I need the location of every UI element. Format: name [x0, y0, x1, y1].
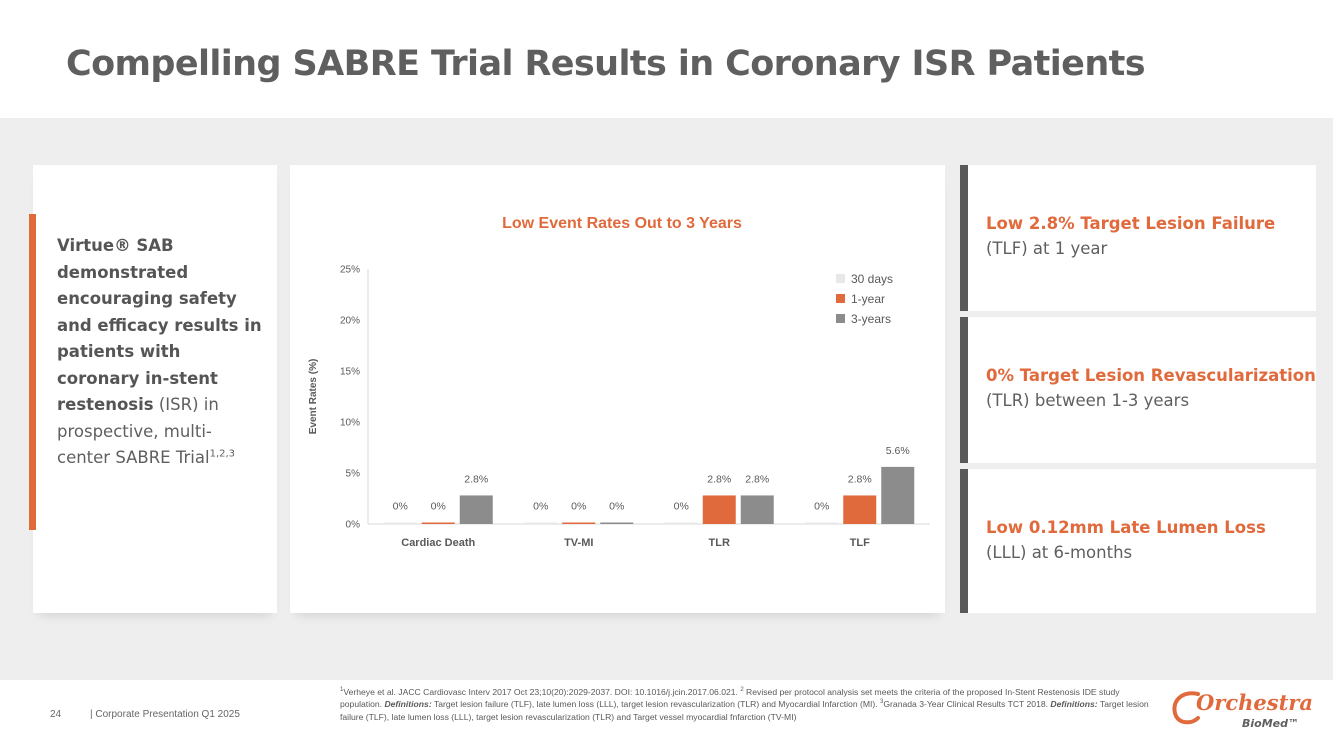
- y-tick-label: 20%: [340, 316, 360, 327]
- metric-headline: Low 0.12mm Late Lumen Loss: [986, 518, 1266, 537]
- bar-30-days: [383, 522, 417, 524]
- event-rates-chart: Low Event Rates Out to 3 Years Event Rate…: [308, 215, 930, 549]
- bar-3-years: [740, 495, 774, 524]
- metric-card-tlf: Low 2.8% Target Lesion Failure (TLF) at …: [960, 165, 1316, 311]
- footnote-sup: 1: [340, 687, 344, 694]
- x-tick-label: TLR: [709, 537, 730, 549]
- data-label: 0%: [814, 501, 829, 513]
- bar-1-year: [421, 522, 455, 524]
- data-label: 2.8%: [464, 473, 488, 485]
- left-summary-text: Virtue® SAB demonstrated encouraging saf…: [57, 233, 262, 472]
- metric-headline: 0% Target Lesion Revascularization: [986, 366, 1316, 385]
- bar-1-year: [562, 522, 596, 524]
- bar-3-years: [881, 466, 915, 524]
- logo-swoosh-icon: [1172, 691, 1200, 725]
- y-tick-label: 10%: [340, 418, 360, 429]
- bar-30-days: [805, 522, 839, 524]
- y-tick-label: 0%: [346, 520, 361, 531]
- data-label: 0%: [571, 501, 586, 513]
- data-label: 0%: [431, 501, 446, 513]
- data-label: 2.8%: [707, 473, 731, 485]
- metric-subtext: (LLL) at 6-months: [986, 543, 1133, 562]
- footnote-definitions-label: Definitions:: [384, 699, 432, 710]
- left-summary-card: [33, 165, 277, 613]
- bar-1-year: [702, 495, 736, 524]
- bar-1-year: [843, 495, 877, 524]
- x-tick-label: TV-MI: [564, 537, 593, 549]
- bar-30-days: [664, 522, 698, 524]
- chart-card: [290, 165, 945, 613]
- data-label: 2.8%: [848, 473, 872, 485]
- footnote-text: Revised per protocol analysis set meets …: [340, 687, 1120, 710]
- y-tick-label: 15%: [340, 367, 360, 378]
- footnote-text: Verheye et al. JACC Cardiovasc Interv 20…: [343, 687, 741, 697]
- chart-title: Low Event Rates Out to 3 Years: [502, 215, 742, 232]
- y-tick-label: 5%: [346, 469, 361, 480]
- left-accent-bar: [29, 214, 36, 530]
- legend-swatch: [836, 314, 845, 323]
- footnote-sup: 3: [880, 699, 884, 706]
- footer: [0, 680, 1333, 750]
- presentation-label: | Corporate Presentation Q1 2025: [90, 709, 240, 720]
- x-tick-label: Cardiac Death: [401, 537, 475, 549]
- footnote: 1Verheye et al. JACC Cardiovasc Interv 2…: [340, 686, 1150, 723]
- metric-subtext: (TLR) between 1-3 years: [986, 391, 1190, 410]
- x-tick-label: TLF: [850, 537, 870, 549]
- left-summary-regular: (ISR) in prospective, multi-center SABRE…: [57, 395, 219, 467]
- logo-subtitle: BioMed™: [1242, 717, 1299, 730]
- title-bar: Compelling SABRE Trial Results in Corona…: [0, 0, 1333, 118]
- data-label: 2.8%: [745, 473, 769, 485]
- legend-label: 3-years: [851, 312, 891, 326]
- footnote-sup: 2: [740, 687, 744, 694]
- slide-title: Compelling SABRE Trial Results in Corona…: [66, 44, 1146, 84]
- bar-30-days: [524, 522, 558, 524]
- metric-card-tlr: 0% Target Lesion Revascularization (TLR)…: [960, 317, 1316, 463]
- data-label: 0%: [609, 501, 624, 513]
- metric-card-lll: Low 0.12mm Late Lumen Loss (LLL) at 6-mo…: [960, 469, 1316, 613]
- y-tick-label: 25%: [340, 265, 360, 276]
- metric-headline: Low 2.8% Target Lesion Failure: [986, 214, 1276, 233]
- footnote-text: Target lesion failure (TLF), late lumen …: [340, 699, 1149, 722]
- data-label: 0%: [393, 501, 408, 513]
- left-summary-bold: Virtue® SAB demonstrated encouraging saf…: [57, 236, 262, 414]
- y-axis-label: Event Rates (%): [308, 359, 319, 435]
- metric-subtext: (TLF) at 1 year: [986, 239, 1108, 258]
- left-summary-superscript: 1,2,3: [209, 448, 236, 460]
- data-label: 5.6%: [886, 445, 910, 457]
- legend-label: 1-year: [851, 292, 885, 306]
- footnote-text: Granada 3-Year Clinical Results TCT 2018…: [883, 699, 1051, 710]
- page-number: 24: [50, 709, 62, 720]
- bar-3-years: [459, 495, 493, 524]
- data-label: 0%: [674, 501, 689, 513]
- footnote-text: Target lesion failure (TLF), late lumen …: [431, 699, 881, 710]
- data-label: 0%: [533, 501, 548, 513]
- legend-swatch: [836, 274, 845, 283]
- legend-swatch: [836, 294, 845, 303]
- orchestra-biomed-logo: Orchestra BioMed™: [1168, 688, 1313, 736]
- logo-wordmark: Orchestra: [1196, 690, 1313, 715]
- bar-3-years: [600, 522, 634, 524]
- legend-label: 30 days: [851, 272, 893, 286]
- footnote-definitions-label: Definitions:: [1050, 699, 1098, 710]
